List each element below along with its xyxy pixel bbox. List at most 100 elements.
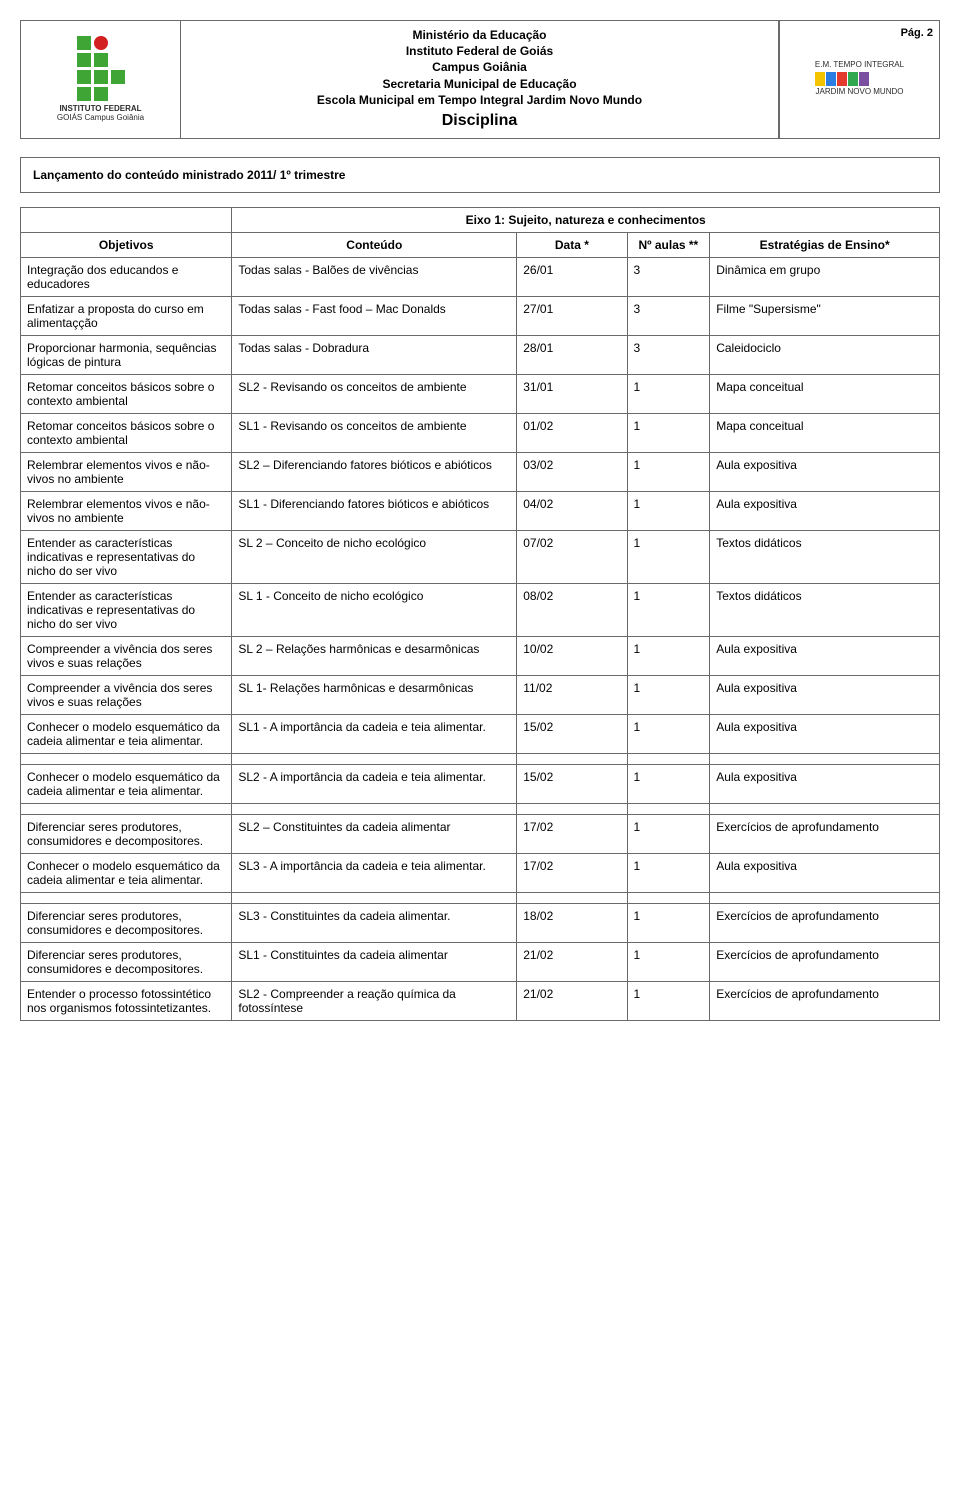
cell-objetivos: Conhecer o modelo esquemático da cadeia …: [21, 714, 232, 753]
cell-estrategias: Textos didáticos: [710, 583, 940, 636]
gap-cell: [517, 892, 627, 903]
gap-cell: [21, 892, 232, 903]
table-row: Conhecer o modelo esquemático da cadeia …: [21, 853, 940, 892]
table-row: Conhecer o modelo esquemático da cadeia …: [21, 764, 940, 803]
cell-data: 28/01: [517, 335, 627, 374]
table-row: Enfatizar a proposta do curso em aliment…: [21, 296, 940, 335]
header-line-5: Escola Municipal em Tempo Integral Jardi…: [191, 92, 768, 108]
cell-aulas: 1: [627, 853, 710, 892]
content-table: Eixo 1: Sujeito, natureza e conhecimento…: [20, 207, 940, 1021]
header-discipline: Disciplina: [191, 110, 768, 132]
cell-estrategias: Dinâmica em grupo: [710, 257, 940, 296]
header-line-4: Secretaria Municipal de Educação: [191, 76, 768, 92]
col-objetivos: Objetivos: [21, 232, 232, 257]
gap-cell: [232, 892, 517, 903]
table-row: Diferenciar seres produtores, consumidor…: [21, 903, 940, 942]
cell-objetivos: Integração dos educandos e educadores: [21, 257, 232, 296]
cell-data: 17/02: [517, 853, 627, 892]
instituto-federal-name: INSTITUTO FEDERAL: [59, 104, 141, 113]
gap-cell: [627, 803, 710, 814]
cell-conteudo: SL1 - Constituintes da cadeia alimentar: [232, 942, 517, 981]
table-body: Integração dos educandos e educadoresTod…: [21, 257, 940, 1020]
cell-estrategias: Exercícios de aprofundamento: [710, 814, 940, 853]
cell-estrategias: Mapa conceitual: [710, 413, 940, 452]
cell-aulas: 1: [627, 530, 710, 583]
cell-estrategias: Aula expositiva: [710, 452, 940, 491]
cell-objetivos: Retomar conceitos básicos sobre o contex…: [21, 413, 232, 452]
col-aulas: Nº aulas **: [627, 232, 710, 257]
table-gap-row: [21, 892, 940, 903]
header-title-block: Ministério da Educação Instituto Federal…: [181, 21, 779, 138]
cell-estrategias: Aula expositiva: [710, 675, 940, 714]
table-row: Proporcionar harmonia, sequências lógica…: [21, 335, 940, 374]
cell-aulas: 1: [627, 374, 710, 413]
cell-aulas: 1: [627, 413, 710, 452]
cell-estrategias: Exercícios de aprofundamento: [710, 903, 940, 942]
cell-aulas: 1: [627, 636, 710, 675]
table-row: Retomar conceitos básicos sobre o contex…: [21, 374, 940, 413]
cell-data: 08/02: [517, 583, 627, 636]
table-row: Compreender a vivência dos seres vivos e…: [21, 675, 940, 714]
cell-data: 18/02: [517, 903, 627, 942]
col-estrategias: Estratégias de Ensino*: [710, 232, 940, 257]
cell-objetivos: Conhecer o modelo esquemático da cadeia …: [21, 764, 232, 803]
cell-conteudo: SL1 - Revisando os conceitos de ambiente: [232, 413, 517, 452]
subtitle-box: Lançamento do conteúdo ministrado 2011/ …: [20, 157, 940, 193]
book-icon: [815, 72, 904, 86]
cell-aulas: 1: [627, 814, 710, 853]
cell-objetivos: Diferenciar seres produtores, consumidor…: [21, 942, 232, 981]
cell-aulas: 3: [627, 257, 710, 296]
subtitle-text: Lançamento do conteúdo ministrado 2011/ …: [33, 168, 345, 182]
cell-objetivos: Entender as características indicativas …: [21, 583, 232, 636]
col-conteudo: Conteúdo: [232, 232, 517, 257]
gap-cell: [21, 803, 232, 814]
cell-objetivos: Proporcionar harmonia, sequências lógica…: [21, 335, 232, 374]
column-header-row: Objetivos Conteúdo Data * Nº aulas ** Es…: [21, 232, 940, 257]
table-row: Entender as características indicativas …: [21, 583, 940, 636]
cell-estrategias: Mapa conceitual: [710, 374, 940, 413]
header-logo-right: Pág. 2 E.M. TEMPO INTEGRAL JARDIM NOVO M…: [779, 21, 939, 138]
cell-data: 27/01: [517, 296, 627, 335]
gap-cell: [627, 753, 710, 764]
cell-estrategias: Caleidociclo: [710, 335, 940, 374]
school-logo-bottom: JARDIM NOVO MUNDO: [815, 88, 904, 97]
cell-objetivos: Entender o processo fotossintético nos o…: [21, 981, 232, 1020]
col-data: Data *: [517, 232, 627, 257]
cell-aulas: 1: [627, 675, 710, 714]
eixo-header-row: Eixo 1: Sujeito, natureza e conhecimento…: [21, 207, 940, 232]
cell-estrategias: Exercícios de aprofundamento: [710, 942, 940, 981]
cell-estrategias: Aula expositiva: [710, 714, 940, 753]
table-row: Retomar conceitos básicos sobre o contex…: [21, 413, 940, 452]
cell-objetivos: Relembrar elementos vivos e não-vivos no…: [21, 452, 232, 491]
school-logo-icon: E.M. TEMPO INTEGRAL JARDIM NOVO MUNDO: [815, 61, 904, 97]
table-gap-row: [21, 803, 940, 814]
cell-data: 07/02: [517, 530, 627, 583]
cell-conteudo: SL3 - A importância da cadeia e teia ali…: [232, 853, 517, 892]
cell-objetivos: Conhecer o modelo esquemático da cadeia …: [21, 853, 232, 892]
gap-cell: [627, 892, 710, 903]
gap-cell: [232, 753, 517, 764]
cell-objetivos: Enfatizar a proposta do curso em aliment…: [21, 296, 232, 335]
cell-data: 11/02: [517, 675, 627, 714]
cell-estrategias: Aula expositiva: [710, 636, 940, 675]
table-row: Conhecer o modelo esquemático da cadeia …: [21, 714, 940, 753]
cell-aulas: 1: [627, 583, 710, 636]
cell-conteudo: SL2 - Compreender a reação química da fo…: [232, 981, 517, 1020]
gap-cell: [710, 892, 940, 903]
table-gap-row: [21, 753, 940, 764]
cell-conteudo: SL3 - Constituintes da cadeia alimentar.: [232, 903, 517, 942]
cell-conteudo: SL 1- Relações harmônicas e desarmônicas: [232, 675, 517, 714]
header-logo-left: INSTITUTO FEDERAL GOIÁS Campus Goiânia: [21, 21, 181, 138]
table-row: Compreender a vivência dos seres vivos e…: [21, 636, 940, 675]
instituto-federal-sub: GOIÁS Campus Goiânia: [57, 113, 144, 122]
cell-conteudo: SL2 - Revisando os conceitos de ambiente: [232, 374, 517, 413]
table-row: Entender o processo fotossintético nos o…: [21, 981, 940, 1020]
school-logo-top: E.M. TEMPO INTEGRAL: [815, 61, 904, 70]
cell-estrategias: Aula expositiva: [710, 764, 940, 803]
gap-cell: [232, 803, 517, 814]
cell-estrategias: Aula expositiva: [710, 491, 940, 530]
cell-conteudo: SL2 – Diferenciando fatores bióticos e a…: [232, 452, 517, 491]
gap-cell: [710, 803, 940, 814]
cell-objetivos: Relembrar elementos vivos e não-vivos no…: [21, 491, 232, 530]
gap-cell: [517, 753, 627, 764]
